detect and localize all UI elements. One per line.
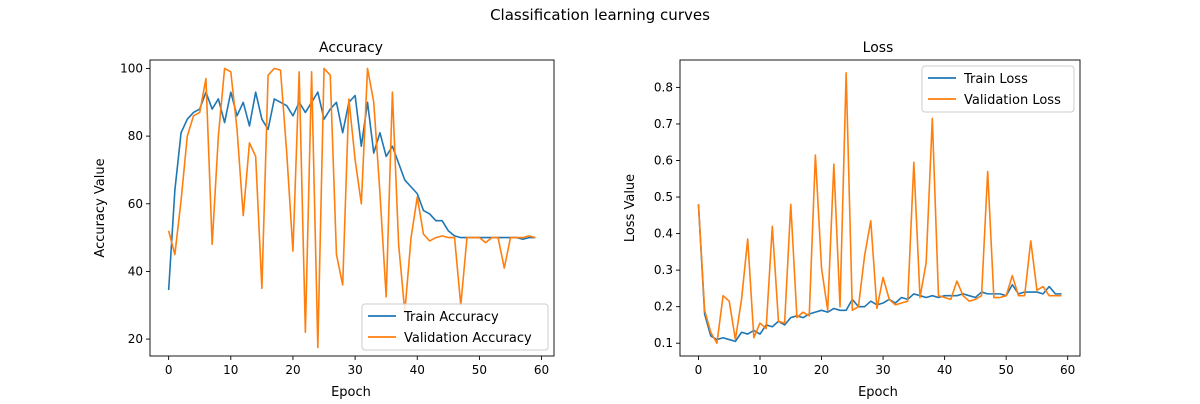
accuracy-x-tick-label: 60: [534, 363, 549, 377]
loss-legend-box: [921, 65, 1075, 113]
loss-y-tick-label: 0.1: [654, 336, 673, 350]
accuracy-x-tick-label: 20: [285, 363, 300, 377]
loss-panel: Loss Epoch Loss Value 0 10 20 30 40 50 60 0.1 0.…: [623, 40, 1081, 400]
loss-x-tick-label: 40: [937, 363, 952, 377]
accuracy-legend-label: Train Accuracy: [403, 310, 499, 325]
loss-legend-label: Train Loss: [963, 72, 1028, 87]
loss-legend-label: Validation Loss: [964, 93, 1061, 108]
loss-x-tick-label: 0: [695, 363, 703, 377]
loss-y-tick-label: 0.3: [654, 263, 673, 277]
loss-x-tick-label: 60: [1060, 363, 1075, 377]
accuracy-y-tick-label: 60: [128, 197, 143, 211]
accuracy-axes-frame: [149, 59, 555, 357]
loss-x-tick-label: 30: [875, 363, 890, 377]
loss-series-train-line: [697, 204, 1062, 343]
accuracy-ylabel: Accuracy Value: [93, 158, 108, 257]
accuracy-xlabel: Epoch: [331, 385, 371, 400]
accuracy-legend-box: [361, 303, 549, 351]
loss-xlabel: Epoch: [858, 385, 898, 400]
accuracy-legend: Train Accuracy Validation Accuracy: [361, 303, 549, 351]
loss-y-tick-label: 0.7: [654, 117, 673, 131]
accuracy-x-tick-label: 10: [223, 363, 238, 377]
accuracy-y-tick-label: 80: [128, 129, 143, 143]
loss-y-tick-label: 0.6: [654, 153, 673, 167]
loss-y-tick-label: 0.4: [654, 227, 673, 241]
loss-y-tick-label: 0.5: [654, 190, 673, 204]
accuracy-x-tick-label: 40: [410, 363, 425, 377]
loss-y-tick-label: 0.2: [654, 300, 673, 314]
accuracy-panel: Accuracy Epoch Accuracy Value 0 10 20 30 40 5…: [93, 40, 555, 400]
accuracy-series-validation-line: [167, 67, 536, 349]
accuracy-x-tick-label: 0: [165, 363, 173, 377]
accuracy-y-tick-label: 20: [128, 332, 143, 346]
loss-axes-frame: [679, 59, 1081, 357]
figure-suptitle: Classification learning curves: [490, 6, 710, 24]
loss-ylabel: Loss Value: [623, 174, 638, 242]
accuracy-x-tick-label: 50: [472, 363, 487, 377]
loss-title: Loss: [863, 40, 894, 56]
accuracy-legend-label: Validation Accuracy: [404, 331, 532, 346]
loss-x-tick-label: 20: [814, 363, 829, 377]
accuracy-title: Accuracy: [319, 40, 383, 56]
accuracy-x-tick-label: 30: [347, 363, 362, 377]
loss-y-tick-label: 0.8: [654, 80, 673, 94]
loss-x-tick-label: 10: [752, 363, 767, 377]
loss-x-tick-label: 50: [999, 363, 1014, 377]
accuracy-y-tick-label: 40: [128, 264, 143, 278]
loss-series-validation-line: [697, 71, 1062, 345]
accuracy-y-tick-label: 100: [120, 61, 143, 75]
loss-legend: Train Loss Validation Loss: [921, 65, 1075, 113]
